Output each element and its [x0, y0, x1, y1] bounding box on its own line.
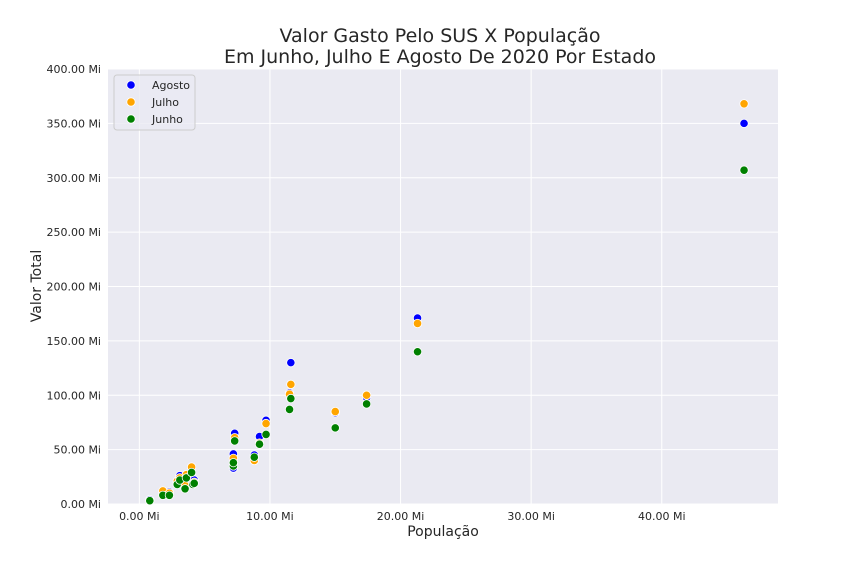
x-tick-label: 30.00 Mi: [507, 510, 555, 523]
y-axis-ticks: 0.00 Mi 50.00 Mi 100.00 Mi 150.00 Mi 200.00 …: [46, 63, 101, 511]
x-axis-label: População: [407, 524, 479, 540]
data-point: [739, 99, 749, 109]
data-point: [286, 393, 296, 404]
data-point: [286, 358, 296, 368]
data-points: [145, 99, 749, 506]
y-tick-label: 100.00 Mi: [46, 389, 101, 402]
data-point: [254, 439, 265, 449]
series-junho: [145, 165, 749, 506]
legend: Agosto Julho Junho: [113, 74, 196, 131]
x-axis-ticks: 0.00 Mi 10.00 Mi 20.00 Mi 30.00 Mi 40.00 Mi: [119, 510, 685, 523]
data-point: [228, 458, 238, 468]
data-point: [361, 399, 372, 409]
data-point: [739, 118, 749, 128]
data-point: [145, 496, 155, 506]
data-point: [286, 379, 296, 389]
y-tick-label: 50.00 Mi: [53, 444, 101, 457]
data-point: [186, 467, 197, 478]
x-tick-label: 20.00 Mi: [377, 510, 425, 523]
chart-title-line-1: Valor Gasto Pelo SUS X População: [280, 25, 601, 47]
y-tick-label: 0.00 Mi: [60, 498, 101, 511]
data-point: [412, 318, 423, 329]
data-point: [261, 429, 271, 439]
data-point: [189, 478, 199, 488]
data-point: [412, 347, 423, 357]
data-point: [739, 165, 749, 175]
x-tick-label: 0.00 Mi: [119, 510, 160, 523]
data-point: [180, 484, 190, 494]
legend-marker: [126, 114, 136, 124]
data-point: [164, 490, 174, 500]
y-tick-label: 400.00 Mi: [46, 63, 101, 76]
data-point: [330, 423, 340, 433]
y-tick-label: 300.00 Mi: [46, 172, 101, 185]
legend-marker: [126, 80, 136, 90]
legend-label: Julho: [151, 96, 179, 109]
chart-title-line-2: Em Junho, Julho E Agosto De 2020 Por Est…: [224, 46, 656, 68]
y-tick-label: 200.00 Mi: [46, 281, 101, 294]
y-tick-label: 350.00 Mi: [46, 117, 101, 130]
y-tick-label: 250.00 Mi: [46, 226, 101, 239]
y-axis-label: Valor Total: [29, 250, 45, 322]
data-point: [330, 406, 340, 417]
legend-marker: [126, 97, 136, 107]
data-point: [261, 418, 271, 429]
grid-lines: [108, 68, 778, 505]
data-point: [230, 436, 240, 446]
data-point: [249, 452, 259, 462]
x-tick-label: 40.00 Mi: [638, 510, 686, 523]
x-tick-label: 10.00 Mi: [246, 510, 294, 523]
legend-label: Junho: [151, 113, 183, 126]
data-point: [361, 390, 372, 400]
data-point: [284, 404, 295, 414]
y-tick-label: 150.00 Mi: [46, 335, 101, 348]
legend-label: Agosto: [152, 79, 190, 92]
